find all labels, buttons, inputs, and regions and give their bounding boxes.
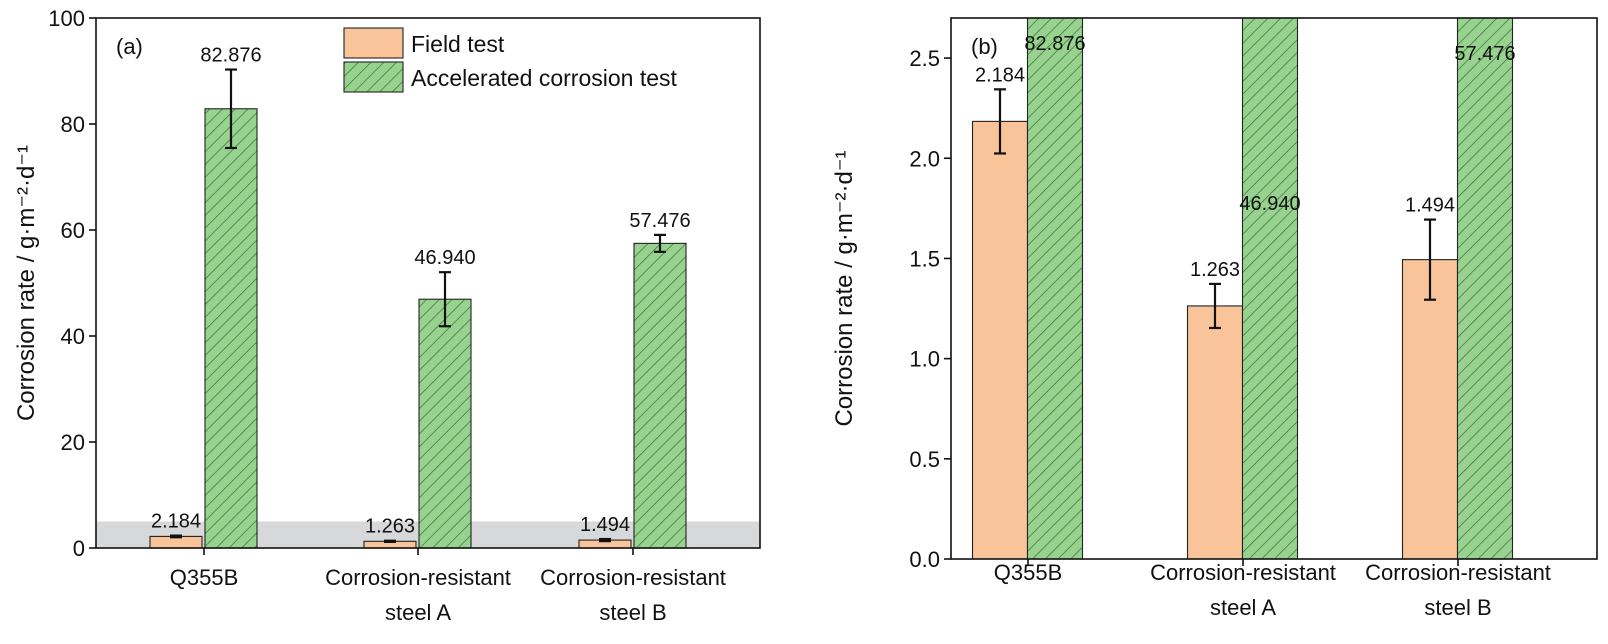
x-category-label: Corrosion-resistant [325, 565, 511, 590]
y-tick-label: 2.5 [909, 46, 940, 71]
accelerated-test-bar-1 [418, 298, 472, 549]
field-test-value-label-1: 1.263 [365, 516, 415, 538]
field-test-bar-1 [1186, 305, 1244, 559]
accelerated-test-bar-2 [1456, 18, 1514, 559]
y-tick-label: 40 [61, 324, 85, 349]
bars-group [971, 18, 1514, 559]
field-test-value-label-2: 1.494 [580, 514, 630, 536]
panel-a: 2.184 1.263 1.494 82.876 46.940 57.476 0 20 40 60… [13, 6, 761, 625]
field-test-legend-label: Field test [411, 31, 505, 57]
y-tick-label: 20 [61, 430, 85, 455]
panel-label: (b) [971, 34, 998, 59]
field-test-legend-swatch [343, 27, 404, 59]
y-tick-label: 1.5 [909, 246, 940, 271]
accelerated-test-bar-1 [1241, 18, 1299, 559]
accelerated-test-value-label-1: 46.940 [1239, 193, 1300, 215]
accelerated-test-legend-label: Accelerated corrosion test [411, 65, 678, 91]
y-tick-label: 0 [73, 536, 85, 561]
accelerated-test-bar-0 [1026, 18, 1084, 559]
y-tick-label: 60 [61, 218, 85, 243]
y-tick-label: 1.0 [909, 347, 940, 372]
accelerated-test-value-label-1: 46.940 [414, 247, 475, 269]
accelerated-test-value-label-2: 57.476 [1454, 43, 1515, 65]
panel-b: 2.184 1.263 1.494 82.876 46.940 57.476 0.0 0.5 1… [831, 17, 1598, 620]
field-test-value-label-1: 1.263 [1190, 259, 1240, 281]
y-tick-label: 100 [48, 6, 85, 31]
x-category-label: steel A [385, 600, 451, 625]
field-test-value-label-2: 1.494 [1405, 195, 1455, 217]
y-tick-label: 2.0 [909, 146, 940, 171]
x-category-label: steel B [599, 600, 666, 625]
y-tick-label: 0.0 [909, 547, 940, 572]
y-axis-title: Corrosion rate / g·m⁻²·d⁻¹ [831, 150, 858, 426]
x-category-label: Q355B [170, 565, 239, 590]
accelerated-test-value-label-0: 82.876 [200, 45, 261, 67]
field-test-value-label-0: 2.184 [151, 511, 201, 533]
y-tick-label: 80 [61, 112, 85, 137]
accelerated-test-bar-0 [204, 108, 258, 549]
accelerated-test-bar-2 [633, 242, 687, 549]
accelerated-test-value-label-2: 57.476 [629, 210, 690, 232]
field-test-bar-2 [1401, 259, 1459, 559]
x-category-label: steel B [1424, 595, 1491, 620]
axes-frame [95, 17, 761, 549]
field-test-bar-0 [971, 120, 1029, 559]
panel-label: (a) [116, 34, 143, 59]
x-category-label: steel A [1210, 595, 1276, 620]
field-test-value-label-0: 2.184 [975, 64, 1025, 86]
accelerated-test-value-label-0: 82.876 [1024, 33, 1085, 55]
accelerated-test-legend-swatch [343, 61, 404, 93]
x-category-label: Corrosion-resistant [1150, 560, 1336, 585]
x-category-label: Q355B [994, 560, 1063, 585]
axes-frame [950, 17, 1598, 560]
y-tick-label: 0.5 [909, 447, 940, 472]
x-category-label: Corrosion-resistant [1365, 560, 1551, 585]
y-axis-title: Corrosion rate / g·m⁻²·d⁻¹ [13, 145, 40, 421]
x-category-label: Corrosion-resistant [540, 565, 726, 590]
